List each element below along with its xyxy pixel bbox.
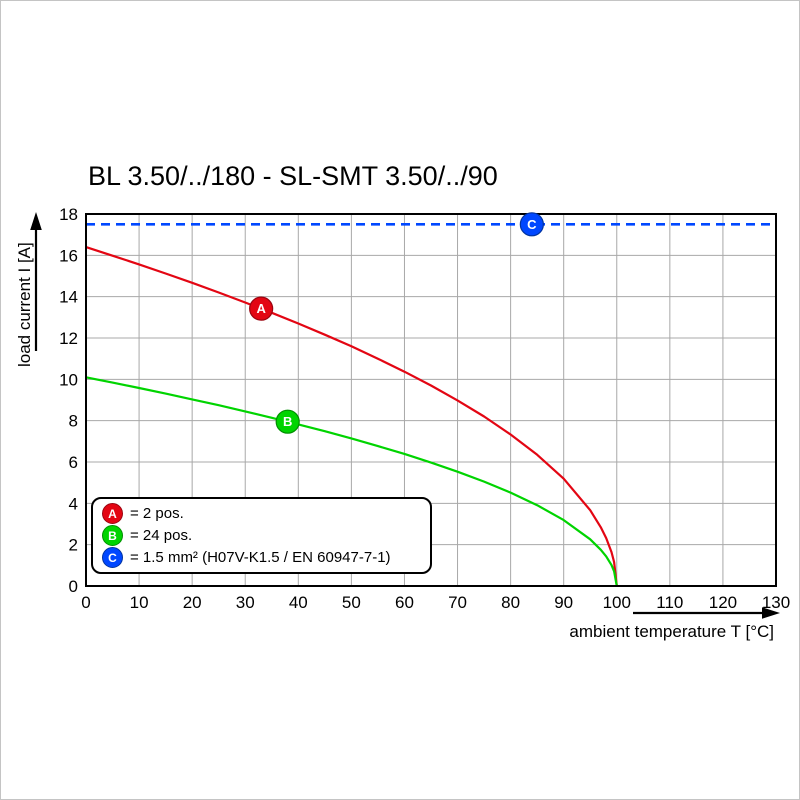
x-tick-label: 60 [395,593,414,612]
y-tick-label: 8 [69,412,78,431]
y-tick-label: 12 [59,329,78,348]
y-tick-label: 6 [69,453,78,472]
legend-item-B: B = 24 pos. [93,524,430,546]
legend-item-C: C = 1.5 mm² (H07V-K1.5 / EN 60947-7-1) [93,547,430,569]
legend-marker-C: C [102,547,123,569]
y-tick-label: 2 [69,536,78,555]
curve-A [85,246,618,587]
x-tick-label: 30 [236,593,255,612]
y-tick-label: 10 [59,370,78,389]
x-tick-label: 40 [289,593,308,612]
legend: A = 2 pos. B = 24 pos. C = 1.5 mm² (H07V-K1.5… [91,497,432,574]
chart-title: BL 3.50/../180 - SL-SMT 3.50/../90 [88,161,498,191]
marker-letter-A: A [256,301,266,316]
marker-letter-C: C [527,217,537,232]
y-axis-arrow-head [30,212,42,230]
x-tick-label: 100 [603,593,631,612]
x-tick-label: 50 [342,593,361,612]
x-tick-label: 10 [130,593,149,612]
legend-item-A: A = 2 pos. [93,502,430,524]
x-tick-label: 130 [762,593,790,612]
legend-label-A: = 2 pos. [130,504,184,522]
curve-B [85,376,618,587]
x-tick-label: 70 [448,593,467,612]
x-axis-arrow-head [762,607,780,619]
x-tick-label: 120 [709,593,737,612]
y-tick-label: 18 [59,205,78,224]
marker-A [249,296,274,321]
y-tick-label: 14 [59,288,78,307]
legend-marker-A: A [102,502,123,524]
x-tick-label: 20 [183,593,202,612]
marker-B [275,409,300,434]
x-tick-label: 0 [81,593,90,612]
x-tick-label: 90 [554,593,573,612]
legend-marker-B: B [102,524,123,546]
y-tick-label: 4 [69,494,78,513]
legend-label-B: = 24 pos. [130,526,193,544]
y-tick-label: 0 [69,577,78,596]
legend-label-C: = 1.5 mm² (H07V-K1.5 / EN 60947-7-1) [130,549,391,567]
marker-C [519,212,544,237]
x-axis-label: ambient temperature T [°C] [569,622,774,641]
x-tick-label: 80 [501,593,520,612]
y-tick-label: 16 [59,246,78,265]
marker-letter-B: B [283,414,292,429]
plot-frame [85,213,777,587]
x-tick-label: 110 [656,593,683,612]
